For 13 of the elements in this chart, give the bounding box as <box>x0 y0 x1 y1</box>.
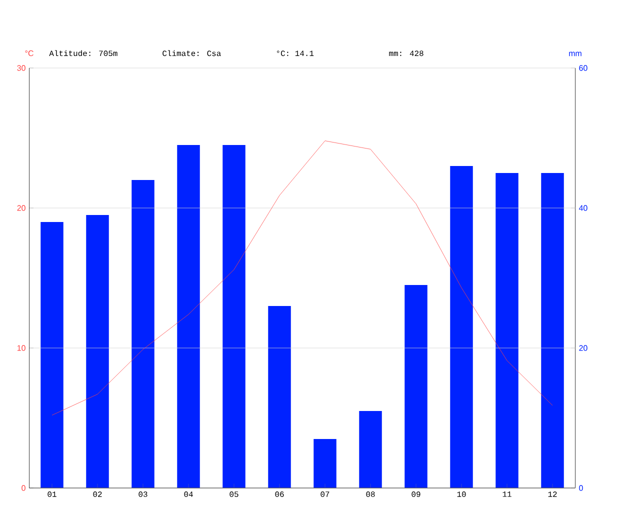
bar <box>541 172 564 488</box>
bar <box>496 172 518 488</box>
line-series <box>52 140 553 416</box>
bar <box>177 144 200 488</box>
bar <box>268 306 291 488</box>
bar <box>359 411 382 488</box>
bar <box>222 144 246 488</box>
bar <box>314 439 336 488</box>
bar <box>86 214 109 488</box>
bar <box>132 180 154 488</box>
bar <box>450 166 473 488</box>
bar <box>404 285 428 488</box>
bar <box>40 222 64 488</box>
